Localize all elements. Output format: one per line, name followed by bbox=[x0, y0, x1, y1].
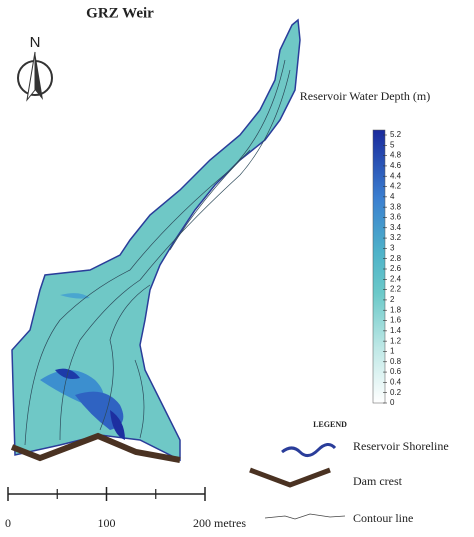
map-title: GRZ Weir bbox=[86, 5, 154, 21]
colorbar-tick-label: 4.8 bbox=[390, 151, 402, 160]
colorbar-title: Reservoir Water Depth (m) bbox=[300, 89, 430, 103]
colorbar-tick-label: 2.8 bbox=[390, 254, 402, 263]
colorbar bbox=[372, 129, 386, 404]
colorbar-tick-label: 0.4 bbox=[390, 377, 402, 386]
colorbar-tick-label: 0 bbox=[390, 398, 395, 407]
colorbar-tick-label: 2.6 bbox=[390, 264, 402, 273]
legend-label: Contour line bbox=[353, 511, 413, 525]
colorbar-tick-label: 1.4 bbox=[390, 326, 402, 335]
scale-tick-label: 100 bbox=[98, 516, 116, 530]
colorbar-tick-label: 2.4 bbox=[390, 274, 402, 283]
legend-shoreline-symbol bbox=[281, 443, 337, 457]
colorbar-tick-label: 0.6 bbox=[390, 367, 402, 376]
colorbar-tick-label: 4.4 bbox=[390, 171, 402, 180]
colorbar-tick-label: 3 bbox=[390, 243, 395, 252]
dam-crest bbox=[10, 432, 181, 463]
legend-dam-symbol bbox=[249, 467, 331, 488]
colorbar-tick-label: 1.2 bbox=[390, 336, 402, 345]
colorbar-tick-label: 3.8 bbox=[390, 202, 402, 211]
colorbar-tick-label: 5.2 bbox=[390, 130, 402, 139]
colorbar-tick-label: 1.6 bbox=[390, 316, 402, 325]
north-label: N bbox=[30, 34, 41, 51]
legend-contour-symbol bbox=[264, 513, 346, 520]
colorbar-tick-label: 4.6 bbox=[390, 161, 402, 170]
colorbar-tick-label: 3.2 bbox=[390, 233, 402, 242]
colorbar-tick-label: 0.2 bbox=[390, 388, 402, 397]
colorbar-tick-label: 2 bbox=[390, 295, 395, 304]
colorbar-tick-label: 0.8 bbox=[390, 357, 402, 366]
colorbar-tick-label: 4 bbox=[390, 192, 395, 201]
colorbar-tick-label: 4.2 bbox=[390, 182, 402, 191]
legend-label: Dam crest bbox=[353, 474, 403, 488]
scale-tick-label: 0 bbox=[5, 516, 11, 530]
scale-tick-label: 200 metres bbox=[193, 516, 246, 530]
colorbar-tick-label: 2.2 bbox=[390, 285, 402, 294]
north-arrow: N bbox=[17, 34, 53, 102]
colorbar-tick-label: 3.4 bbox=[390, 223, 402, 232]
legend-title: LEGEND bbox=[313, 420, 347, 429]
colorbar-tick-label: 1 bbox=[390, 347, 395, 356]
legend-label: Reservoir Shoreline bbox=[353, 439, 449, 453]
colorbar-tick-label: 3.6 bbox=[390, 213, 402, 222]
colorbar-tick-label: 5 bbox=[390, 140, 395, 149]
reservoir bbox=[11, 18, 301, 462]
colorbar-tick-label: 1.8 bbox=[390, 305, 402, 314]
